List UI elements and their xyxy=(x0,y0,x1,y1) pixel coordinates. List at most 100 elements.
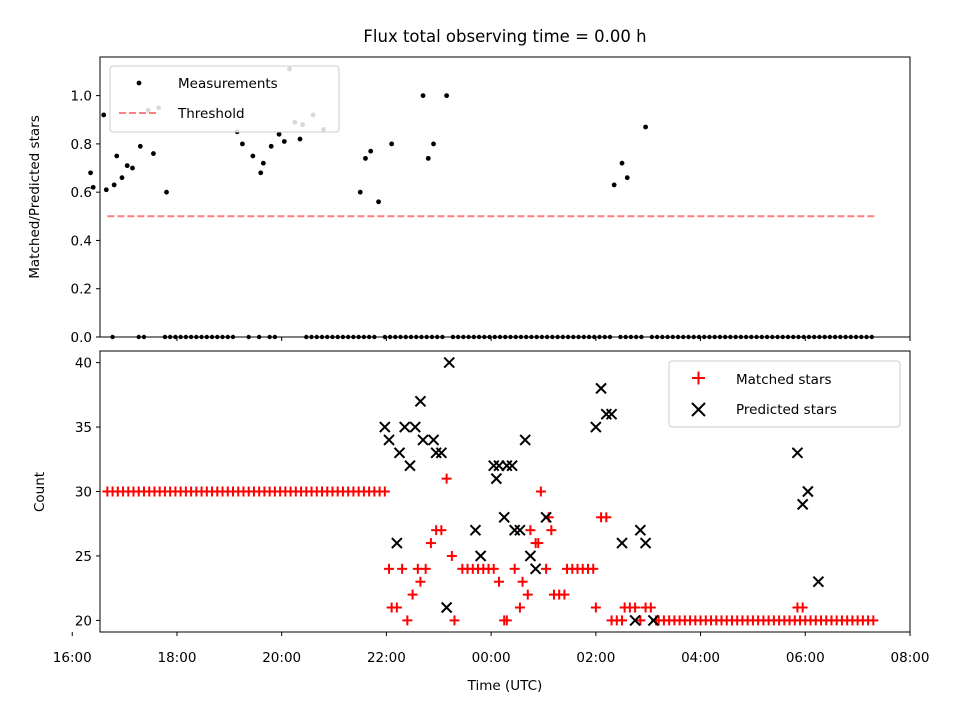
top-y-tick-label: 0.6 xyxy=(71,185,92,201)
matched-star-point xyxy=(635,615,646,626)
measurement-point xyxy=(164,189,169,195)
measurement-point xyxy=(130,165,135,171)
predicted-star-point xyxy=(639,537,652,549)
top-axes-frame xyxy=(99,56,911,338)
matched-star-point xyxy=(525,525,536,536)
matched-star-point xyxy=(446,550,457,561)
top-y-ticks: 0.0 0.2 0.4 0.6 0.8 1.0 xyxy=(71,89,100,346)
matched-star-point xyxy=(379,486,390,497)
predicted-star-point xyxy=(399,421,411,433)
bottom-x-tick-label: 16:00 xyxy=(53,650,92,666)
predicted-star-point xyxy=(440,601,453,614)
predicted-star-point xyxy=(524,550,537,562)
predicted-star-point xyxy=(514,524,526,536)
bottom-plot-area xyxy=(102,356,879,627)
predicted-star-point xyxy=(435,447,448,459)
predicted-star-point xyxy=(427,434,440,446)
top-y-tick-label: 0.0 xyxy=(71,330,92,346)
predicted-star-point xyxy=(498,511,510,523)
predicted-star-point xyxy=(417,434,429,446)
matched-star-point xyxy=(522,589,533,600)
matched-star-point xyxy=(397,563,408,574)
matched-star-point xyxy=(449,615,460,626)
predicted-star-point xyxy=(469,524,482,536)
predicted-star-point xyxy=(605,408,618,420)
measurement-point xyxy=(363,155,368,161)
measurement-point xyxy=(119,175,125,181)
measurement-point xyxy=(88,170,93,176)
matched-star-point xyxy=(588,563,599,574)
predicted-star-point xyxy=(506,460,518,472)
predicted-star-point xyxy=(600,408,613,420)
matched-star-point xyxy=(420,563,431,574)
bottom-x-tick-label: 18:00 xyxy=(158,650,197,666)
legend-predicted-label: Predicted stars xyxy=(736,402,837,418)
bottom-y-tick-label: 35 xyxy=(75,420,92,436)
matched-star-point xyxy=(402,615,413,626)
matched-star-point xyxy=(541,563,552,574)
matched-star-point xyxy=(617,615,628,626)
matched-star-point xyxy=(384,563,395,574)
bottom-y-tick-label: 25 xyxy=(75,549,92,565)
matched-star-point xyxy=(601,512,612,523)
measurement-point xyxy=(425,155,431,161)
matched-star-point xyxy=(868,615,879,626)
top-y-tick-label: 0.2 xyxy=(71,282,92,298)
measurement-point xyxy=(276,131,282,137)
bottom-legend: Matched stars Predicted stars xyxy=(668,360,901,428)
measurement-point xyxy=(124,163,130,169)
matched-star-point xyxy=(391,602,402,613)
top-legend: Measurements Threshold xyxy=(109,65,340,133)
measurement-point xyxy=(619,160,625,166)
matched-star-point xyxy=(630,602,641,613)
predicted-star-point xyxy=(391,537,403,549)
matched-star-point xyxy=(797,602,808,613)
legend-measurements-marker xyxy=(136,80,142,86)
measurement-point xyxy=(137,143,143,149)
bottom-x-tick-label: 08:00 xyxy=(891,650,930,666)
predicted-star-point xyxy=(501,460,513,472)
chart-title: Flux total observing time = 0.00 h xyxy=(363,27,646,46)
top-y-tick-label: 0.4 xyxy=(71,233,92,249)
top-y-axis-label: Matched/Predicted stars xyxy=(27,115,43,278)
measurement-point xyxy=(101,112,107,118)
predicted-star-point xyxy=(590,421,602,433)
matched-star-point xyxy=(533,538,544,549)
predicted-star-point xyxy=(796,498,809,511)
measurement-point xyxy=(431,141,436,147)
predicted-star-point xyxy=(409,421,421,433)
measurement-point xyxy=(444,93,450,99)
legend-predicted-marker xyxy=(691,402,706,417)
measurement-point xyxy=(420,93,426,99)
x-axis-label: Time (UTC) xyxy=(467,678,543,694)
measurement-point xyxy=(297,136,303,142)
matched-star-point xyxy=(590,602,601,613)
matched-star-point xyxy=(535,486,546,497)
legend-threshold-label: Threshold xyxy=(177,106,245,122)
measurement-point xyxy=(103,187,109,193)
matched-star-point xyxy=(546,525,557,536)
measurement-point xyxy=(268,143,274,149)
predicted-star-point xyxy=(383,434,395,446)
measurement-point xyxy=(643,124,648,130)
bottom-y-tick-label: 20 xyxy=(75,613,92,629)
measurement-point xyxy=(281,139,287,144)
matched-star-point xyxy=(436,525,447,536)
predicted-star-point xyxy=(443,356,455,369)
measurement-point xyxy=(258,170,264,176)
measurement-point xyxy=(111,182,117,188)
bottom-x-tick-label: 06:00 xyxy=(786,650,825,666)
predicted-star-point xyxy=(430,447,442,459)
bottom-x-tick-label: 04:00 xyxy=(681,650,720,666)
top-y-tick-label: 1.0 xyxy=(71,89,92,105)
predicted-star-point xyxy=(629,614,641,627)
measurement-point xyxy=(260,160,266,166)
matched-star-point xyxy=(514,602,525,613)
matched-star-point xyxy=(425,538,436,549)
legend-matched-label: Matched stars xyxy=(736,372,832,388)
matched-star-point xyxy=(645,602,656,613)
legend-matched-marker xyxy=(692,371,705,385)
matched-star-point xyxy=(493,576,504,587)
top-y-tick-label: 0.8 xyxy=(71,137,92,153)
